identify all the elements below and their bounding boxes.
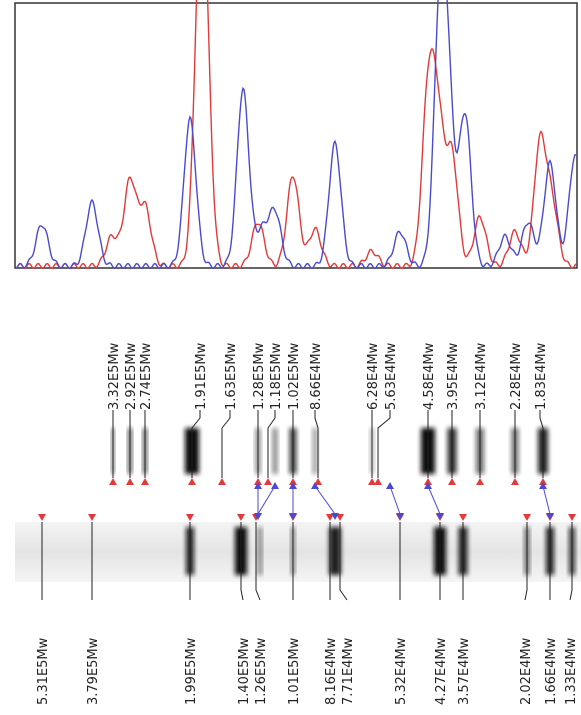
lane-top [15, 425, 581, 477]
marker [109, 478, 117, 485]
bottom-label: 1.01E5Mw [287, 637, 302, 705]
leader [339, 522, 348, 601]
leader [524, 522, 528, 601]
marker [336, 514, 344, 521]
top-label: 1.83E4Mw [534, 342, 549, 410]
bottom-label: 1.40E5Mw [237, 637, 252, 705]
link [257, 485, 276, 515]
bottom-label: 1.26E5Mw [254, 637, 269, 705]
top-label: 2.92E5Mw [124, 342, 139, 410]
top-label: 2.74E5Mw [139, 342, 154, 410]
bottom-label: 5.32E4Mw [394, 637, 409, 705]
top-label: 6.28E4Mw [366, 342, 381, 410]
top-label: 1.02E5Mw [287, 342, 302, 410]
band [329, 527, 341, 575]
marker [237, 514, 245, 521]
marker [126, 478, 134, 485]
leader [539, 410, 544, 478]
marker [459, 514, 467, 521]
link [542, 485, 551, 515]
marker [368, 478, 376, 485]
leader [569, 522, 573, 601]
marker [314, 478, 322, 485]
bottom-label: 7.71E4Mw [341, 637, 356, 705]
marker [186, 514, 194, 521]
marker [436, 513, 444, 520]
marker [476, 478, 484, 485]
top-label: 5.63E4Mw [384, 342, 399, 410]
bottom-label: 1.33E4Mw [564, 637, 579, 705]
bottom-label: 8.16E4Mw [324, 637, 339, 705]
marker [374, 478, 382, 485]
top-label: 1.28E5Mw [252, 342, 267, 410]
marker [289, 482, 297, 489]
band [272, 428, 278, 474]
bottom-label: 1.66E4Mw [544, 637, 559, 705]
marker [546, 513, 554, 520]
band [312, 428, 318, 474]
trace [15, 0, 577, 270]
trace [15, 0, 577, 270]
top-label: 4.58E4Mw [422, 342, 437, 410]
lane-bottom [15, 522, 581, 582]
leader [221, 410, 231, 478]
marker [289, 513, 297, 520]
marker [311, 482, 319, 489]
marker [424, 482, 432, 489]
marker [264, 478, 272, 485]
bottom-label: 4.27E4Mw [434, 637, 449, 705]
marker [88, 514, 96, 521]
bottom-label: 1.99E5Mw [184, 637, 199, 705]
marker [523, 514, 531, 521]
top-label: 3.12E4Mw [474, 342, 489, 410]
marker [396, 513, 404, 520]
bottom-label: 3.57E4Mw [457, 637, 472, 705]
marker [539, 482, 547, 489]
bottom-label: 5.31E5Mw [36, 637, 51, 705]
leader [240, 522, 244, 601]
marker [188, 478, 196, 485]
marker [271, 482, 279, 489]
marker [38, 514, 46, 521]
top-label: 3.95E4Mw [446, 342, 461, 410]
link [314, 485, 336, 515]
leader [255, 522, 261, 601]
band [258, 527, 262, 575]
bottom-label: 2.02E4Mw [519, 637, 534, 705]
marker [141, 478, 149, 485]
top-label: 1.91E5Mw [194, 342, 209, 410]
marker [539, 478, 547, 485]
marker [448, 478, 456, 485]
leader [314, 410, 319, 478]
marker [254, 482, 262, 489]
marker [568, 514, 576, 521]
leader [377, 410, 391, 478]
marker [218, 478, 226, 485]
marker [254, 478, 262, 485]
top-label: 3.32E5Mw [107, 342, 122, 410]
labels: 3.32E5Mw 2.92E5Mw 2.74E5Mw 1.91E5Mw 1.63E5Mw… [36, 342, 579, 705]
top-label: 2.28E4Mw [509, 342, 524, 410]
marker [254, 513, 262, 520]
marker [386, 482, 394, 489]
top-label: 1.63E5Mw [224, 342, 239, 410]
bottom-label: 3.79E5Mw [86, 637, 101, 705]
marker [424, 478, 432, 485]
link [427, 485, 441, 515]
marker [326, 514, 334, 521]
marker [331, 513, 339, 520]
marker [289, 478, 297, 485]
trace-box [14, 2, 578, 269]
leader [267, 410, 276, 478]
top-label: 1.18E5Mw [269, 342, 284, 410]
marker [511, 478, 519, 485]
top-label: 8.66E4Mw [309, 342, 324, 410]
traces [15, 0, 577, 270]
link [389, 485, 401, 515]
leader [191, 410, 201, 478]
